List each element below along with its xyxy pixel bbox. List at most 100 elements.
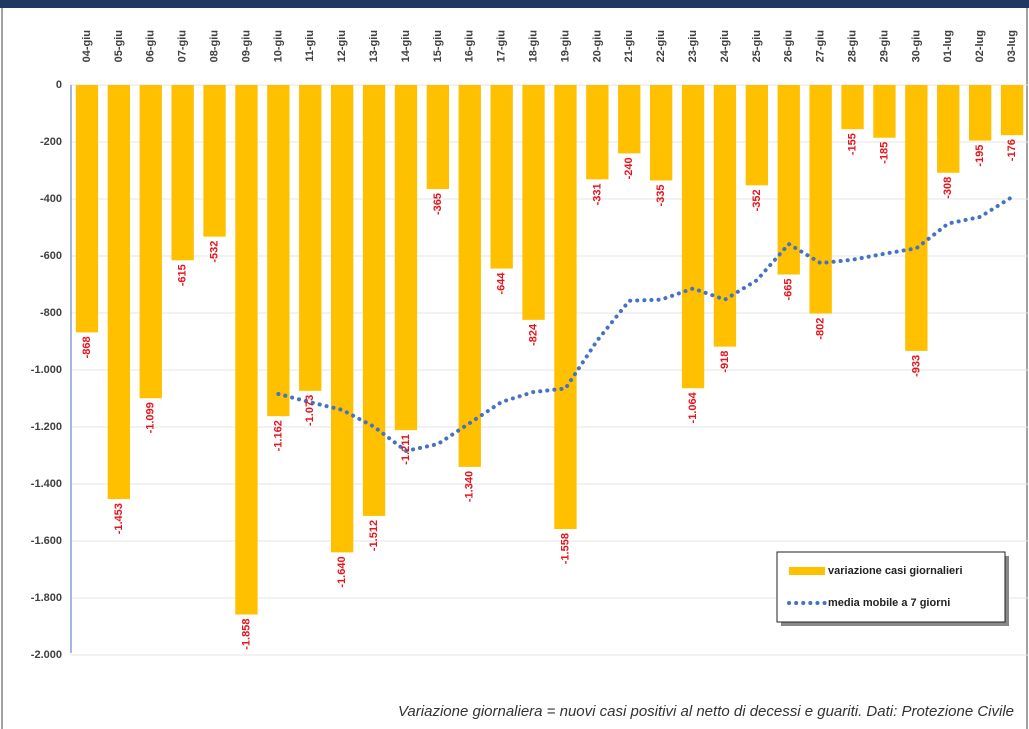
- x-tick-label: 07-giu: [177, 30, 189, 62]
- bar: [905, 85, 928, 351]
- value-label: -1.558: [559, 533, 571, 564]
- footnote: Variazione giornaliera = nuovi casi posi…: [398, 703, 1014, 720]
- bar: [554, 85, 577, 530]
- bar: [139, 85, 162, 399]
- x-tick-label: 20-giu: [591, 30, 603, 62]
- bar: [809, 85, 832, 314]
- value-label: -1.162: [272, 420, 284, 451]
- bar: [107, 85, 131, 500]
- bar: [873, 85, 896, 138]
- x-tick-label: 05-giu: [113, 30, 125, 62]
- x-tick-label: 14-giu: [400, 30, 412, 62]
- bar: [1000, 85, 1024, 136]
- x-tick-label: 23-giu: [687, 30, 699, 62]
- legend-box: [776, 551, 1006, 623]
- value-label: -195: [974, 145, 986, 167]
- bar: [362, 85, 386, 516]
- bar: [330, 85, 354, 553]
- value-label: -933: [910, 355, 922, 377]
- value-label: -824: [527, 323, 539, 346]
- x-tick-label: 02-lug: [974, 30, 986, 62]
- y-tick-label: -1.800: [31, 592, 62, 604]
- y-tick-label: -800: [40, 307, 62, 319]
- bar: [522, 85, 545, 320]
- bar: [841, 85, 864, 130]
- y-tick-label: -1.400: [31, 478, 62, 490]
- x-tick-label: 30-giu: [910, 30, 922, 62]
- value-label: -331: [591, 183, 603, 205]
- value-label: -155: [846, 133, 858, 155]
- bar: [171, 85, 194, 261]
- x-tick-label: 19-giu: [559, 30, 571, 62]
- bar: [618, 85, 641, 154]
- grid: [70, 84, 1028, 656]
- x-tick-label: 27-giu: [815, 30, 827, 62]
- x-tick-label: 26-giu: [783, 30, 795, 62]
- value-label: -1.858: [240, 619, 252, 650]
- y-tick-label: -2.000: [31, 649, 62, 661]
- bars: [75, 85, 1024, 615]
- x-tick-label: 22-giu: [655, 30, 667, 62]
- y-tick-label: -400: [40, 193, 62, 205]
- value-label: -176: [1006, 139, 1018, 161]
- bar: [299, 85, 322, 391]
- bar: [490, 85, 513, 269]
- value-label: -1.211: [400, 434, 412, 465]
- y-tick-label: -1.000: [31, 364, 62, 376]
- value-label: -240: [623, 157, 635, 179]
- line: [276, 195, 1015, 454]
- legend-label: media mobile a 7 giorni: [828, 597, 950, 609]
- value-label: -335: [655, 184, 667, 206]
- x-tick-label: 12-giu: [336, 30, 348, 62]
- value-label: -352: [751, 189, 763, 211]
- x-tick-label: 09-giu: [240, 30, 252, 62]
- x-tick-label: 17-giu: [496, 30, 508, 62]
- bar: [235, 85, 258, 615]
- bar: [968, 85, 992, 141]
- value-label: -1.640: [336, 556, 348, 587]
- y-tick-label: -600: [40, 250, 62, 262]
- y-tick-label: -1.200: [31, 421, 62, 433]
- bar: [586, 85, 609, 180]
- bar: [458, 85, 481, 467]
- bar: [649, 85, 673, 181]
- bar: [203, 85, 226, 237]
- value-label: -644: [496, 272, 508, 295]
- x-tick-label: 08-giu: [208, 30, 220, 62]
- value-label: -615: [177, 264, 189, 286]
- labels: 0 -200 -400 -600 -800 -1.000 -1.200 -1.400 -1.60…: [31, 30, 1018, 661]
- value-label: -532: [208, 241, 220, 263]
- bar: [267, 85, 290, 417]
- header-bar: [0, 0, 1029, 8]
- x-tick-label: 24-giu: [719, 30, 731, 62]
- value-label: -308: [942, 177, 954, 199]
- bar: [75, 85, 99, 333]
- bar: [426, 85, 450, 190]
- value-label: -1.453: [113, 503, 125, 534]
- x-tick-label: 21-giu: [623, 30, 635, 62]
- bar: [745, 85, 769, 186]
- bar: [713, 85, 737, 347]
- y-tick-label: -200: [40, 136, 62, 148]
- x-tick-label: 16-giu: [464, 30, 476, 62]
- y-tick-label: 0: [56, 79, 62, 91]
- x-tick-label: 04-giu: [81, 30, 93, 62]
- bar: [777, 85, 800, 275]
- legend-swatch: [789, 567, 825, 575]
- x-tick-label: 06-giu: [145, 30, 157, 62]
- value-label: -918: [719, 351, 731, 373]
- value-label: -1.340: [464, 471, 476, 502]
- value-label: -1.064: [687, 391, 699, 423]
- x-tick-label: 25-giu: [751, 30, 763, 62]
- x-tick-label: 18-giu: [527, 30, 539, 62]
- bar: [394, 85, 418, 431]
- x-tick-label: 29-giu: [878, 30, 890, 62]
- x-tick-label: 11-giu: [304, 30, 316, 62]
- value-label: -1.099: [145, 402, 157, 433]
- x-tick-label: 28-giu: [846, 30, 858, 62]
- y-tick-label: -1.600: [31, 535, 62, 547]
- value-label: -868: [81, 336, 93, 358]
- legend: variazione casi giornalieri media mobile …: [776, 551, 1009, 626]
- x-tick-label: 15-giu: [432, 30, 444, 62]
